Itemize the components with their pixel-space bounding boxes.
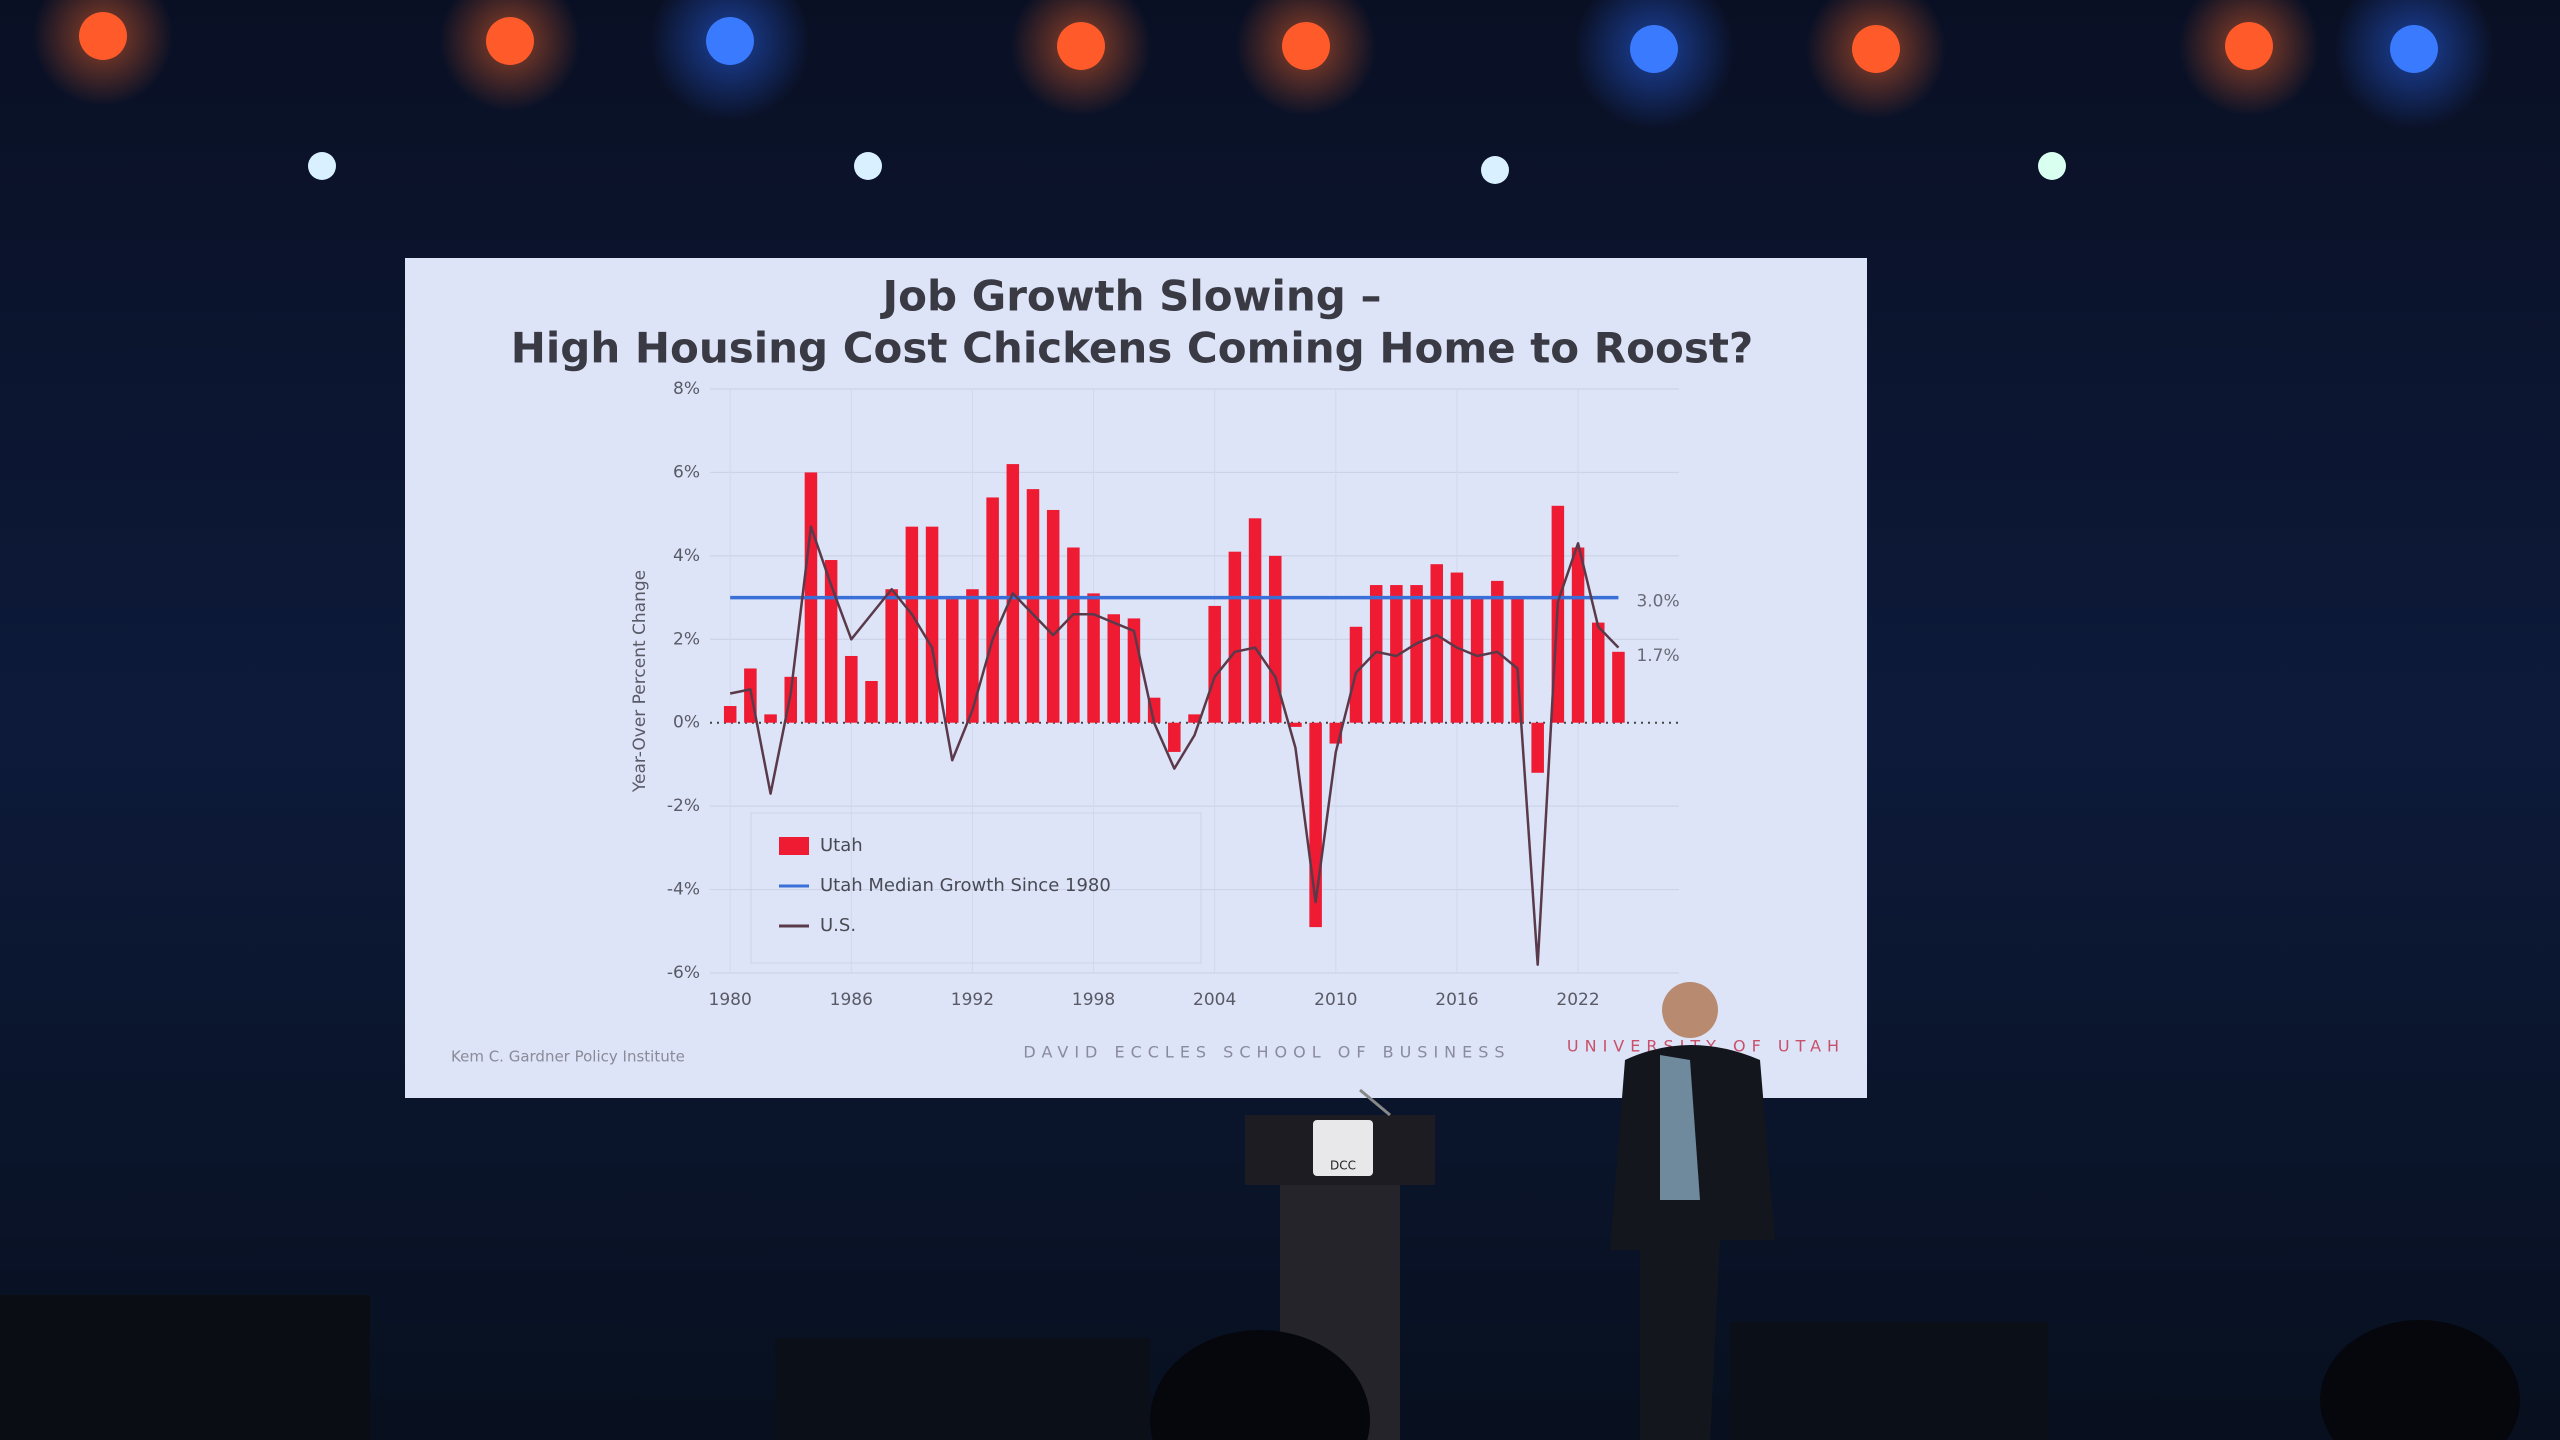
bar (865, 681, 878, 723)
bar (723, 706, 737, 723)
y-tick-label: 4% (673, 546, 700, 566)
presenter-head (1662, 982, 1718, 1038)
x-tick-label: 1980 (709, 990, 752, 1010)
bar (1188, 714, 1201, 723)
slide-school: DAVID ECCLES SCHOOL OF BUSINESS (1023, 1043, 1510, 1062)
bar (1107, 614, 1121, 723)
y-axis-label: Year-Over Percent Change (630, 570, 650, 793)
audience (0, 1295, 2520, 1440)
bar (945, 597, 959, 723)
bar (905, 526, 919, 723)
y-tick-label: -6% (667, 963, 700, 983)
spot (854, 152, 882, 180)
chart-title: Job Growth Slowing – (880, 272, 1382, 321)
bar (1531, 722, 1544, 773)
legend-label: U.S. (820, 915, 856, 936)
bar (966, 589, 979, 723)
x-tick-label: 1998 (1072, 990, 1115, 1010)
legend-box (750, 812, 1202, 964)
speaker-box (775, 1338, 1150, 1440)
presenter-shirt (1660, 1055, 1700, 1200)
chart-title: High Housing Cost Chickens Coming Home t… (511, 324, 1754, 373)
x-tick-label: 2022 (1556, 990, 1599, 1010)
light (2225, 22, 2273, 70)
bar (1591, 622, 1605, 723)
y-tick-label: 6% (673, 462, 700, 482)
bar (1168, 722, 1181, 752)
audience-head (1150, 1330, 1370, 1440)
bar (764, 714, 777, 723)
light (706, 17, 754, 65)
bar (1067, 547, 1080, 723)
bar (885, 589, 898, 723)
podium-logo (1313, 1120, 1373, 1176)
x-tick-label: 1992 (951, 990, 994, 1010)
value-label: 3.0% (1636, 592, 1679, 612)
y-tick-label: 8% (673, 379, 700, 399)
bar (1087, 593, 1100, 723)
speaker-box (1730, 1322, 2048, 1440)
spot (1481, 156, 1509, 184)
stage-lights (33, 0, 2494, 184)
slide-source: Kem C. Gardner Policy Institute (451, 1048, 685, 1066)
bar (1046, 509, 1060, 723)
bar (1410, 585, 1423, 723)
bar (1268, 555, 1282, 723)
bar (1369, 585, 1383, 723)
audience-head (2320, 1320, 2520, 1440)
chart: -6% -4% -2% 0% 2% 4% 6% 8% 1980 1986 1992 1998 2004 2… (667, 379, 1680, 1010)
x-tick-label: 2004 (1193, 990, 1236, 1010)
podium-logo-text: DCC (1330, 1159, 1356, 1173)
microphone (1359, 1088, 1391, 1117)
x-tick-label: 2016 (1435, 990, 1478, 1010)
y-tick-label: -2% (667, 796, 700, 816)
light (2390, 25, 2438, 73)
light (486, 17, 534, 65)
legend-label: Utah Median Growth Since 1980 (820, 875, 1111, 896)
light (1282, 22, 1330, 70)
y-tick-label: 2% (673, 629, 700, 649)
legend-swatch (779, 837, 809, 855)
value-label: 1.7% (1636, 646, 1679, 666)
bar (925, 526, 939, 723)
y-tick-label: 0% (673, 713, 700, 733)
light (1630, 25, 1678, 73)
bar (1289, 722, 1302, 727)
light (1852, 25, 1900, 73)
line (729, 525, 1620, 966)
bar (1612, 651, 1625, 723)
presenter-body (1610, 1045, 1775, 1440)
light (79, 12, 127, 60)
bar (986, 497, 999, 723)
bar (1248, 518, 1262, 723)
y-tick-label: -4% (667, 880, 700, 900)
spot (2038, 152, 2066, 180)
bar (1430, 564, 1444, 723)
presenter (1610, 982, 1775, 1440)
light (1057, 22, 1105, 70)
bar (824, 560, 838, 723)
x-tick-label: 2010 (1314, 990, 1357, 1010)
x-tick-label: 1986 (830, 990, 873, 1010)
bar (1470, 597, 1484, 723)
bar (1228, 551, 1242, 723)
bar (1026, 489, 1040, 723)
bar (1571, 547, 1585, 723)
bar (1511, 597, 1524, 723)
bar (1208, 605, 1221, 723)
bar (845, 655, 858, 723)
spot (308, 152, 336, 180)
speaker-box (0, 1295, 370, 1440)
bar (1390, 585, 1403, 723)
legend-label: Utah (820, 835, 863, 856)
